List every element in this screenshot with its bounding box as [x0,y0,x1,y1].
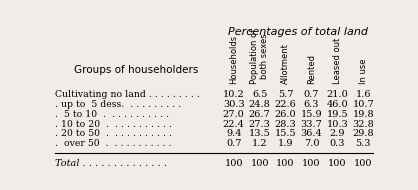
Text: Groups of householders: Groups of householders [74,65,199,75]
Text: 100: 100 [328,159,347,168]
Text: 19.8: 19.8 [352,110,374,119]
Text: Population of
both sexes: Population of both sexes [250,29,269,84]
Text: .  5 to 10  .  . . . . . . . . . .: . 5 to 10 . . . . . . . . . . . [56,110,170,119]
Text: 1.9: 1.9 [278,139,293,148]
Text: 100: 100 [224,159,243,168]
Text: 100: 100 [276,159,295,168]
Text: 27.0: 27.0 [223,110,245,119]
Text: 27.3: 27.3 [249,120,270,129]
Text: 5.7: 5.7 [278,90,293,100]
Text: 13.5: 13.5 [249,130,270,139]
Text: 26.7: 26.7 [249,110,270,119]
Text: 6.5: 6.5 [252,90,267,100]
Text: 7.0: 7.0 [303,139,319,148]
Text: 24.8: 24.8 [249,100,270,109]
Text: 29.8: 29.8 [352,130,374,139]
Text: .  over 50  .  . . . . . . . . . .: . over 50 . . . . . . . . . . . [56,139,172,148]
Text: 10.7: 10.7 [352,100,374,109]
Text: 19.5: 19.5 [326,110,348,119]
Text: 1.2: 1.2 [252,139,268,148]
Text: Rented: Rented [307,54,316,84]
Text: 0.3: 0.3 [329,139,345,148]
Text: . up to  5 dess.  . . . . . . . . .: . up to 5 dess. . . . . . . . . . [56,100,182,109]
Text: 26.0: 26.0 [275,110,296,119]
Text: 5.3: 5.3 [355,139,371,148]
Text: In use: In use [359,59,368,84]
Text: 0.7: 0.7 [303,90,319,100]
Text: 21.0: 21.0 [326,90,348,100]
Text: 28.3: 28.3 [275,120,296,129]
Text: 30.3: 30.3 [223,100,245,109]
Text: Allotment: Allotment [281,43,290,84]
Text: 10.3: 10.3 [326,120,348,129]
Text: 1.6: 1.6 [355,90,371,100]
Text: Percentages of total land: Percentages of total land [229,27,368,37]
Text: 15.9: 15.9 [301,110,322,119]
Text: 36.4: 36.4 [301,130,322,139]
Text: . 10 to 20  .  . . . . . . . . . .: . 10 to 20 . . . . . . . . . . . [56,120,173,129]
Text: 100: 100 [302,159,321,168]
Text: 33.7: 33.7 [301,120,322,129]
Text: Leased out: Leased out [333,38,342,84]
Text: 22.6: 22.6 [275,100,296,109]
Text: 22.4: 22.4 [223,120,245,129]
Text: 0.7: 0.7 [226,139,242,148]
Text: 2.9: 2.9 [329,130,345,139]
Text: 15.5: 15.5 [275,130,296,139]
Text: Households: Households [229,35,238,84]
Text: Cultivating no land . . . . . . . . .: Cultivating no land . . . . . . . . . [56,90,200,100]
Text: . 20 to 50  .  . . . . . . . . . .: . 20 to 50 . . . . . . . . . . . [56,130,173,139]
Text: 10.2: 10.2 [223,90,245,100]
Text: Total . . . . . . . . . . . . . .: Total . . . . . . . . . . . . . . [56,159,168,168]
Text: 6.3: 6.3 [303,100,319,109]
Text: 32.8: 32.8 [352,120,374,129]
Text: 100: 100 [354,159,372,168]
Text: 46.0: 46.0 [326,100,348,109]
Text: 100: 100 [250,159,269,168]
Text: 9.4: 9.4 [226,130,242,139]
